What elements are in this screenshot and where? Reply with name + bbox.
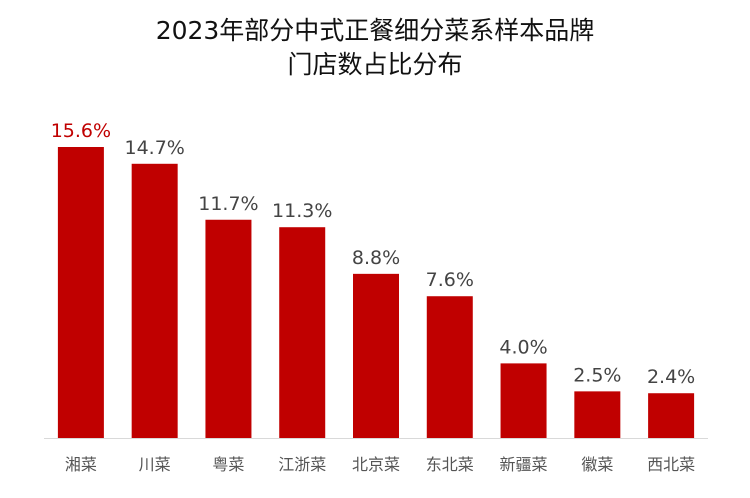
- bar-5: [426, 296, 473, 438]
- chart-title-line-1: 2023年部分中式正餐细分菜系样本品牌: [155, 16, 595, 45]
- x-tick-label-5: 东北菜: [426, 455, 474, 474]
- x-tick-label-7: 徽菜: [581, 455, 613, 474]
- x-tick-label-8: 西北菜: [647, 455, 695, 474]
- bar-2: [205, 219, 252, 438]
- bar-4: [353, 273, 399, 438]
- data-label-3: 11.3%: [272, 200, 332, 222]
- x-tick-label-0: 湘菜: [65, 455, 97, 474]
- data-label-0: 15.6%: [51, 120, 111, 142]
- chart-title-line-2: 门店数占比分布: [287, 50, 463, 79]
- chart-title: 2023年部分中式正餐细分菜系样本品牌 门店数占比分布: [0, 14, 750, 82]
- data-label-5: 7.6%: [426, 269, 474, 291]
- x-tick-label-2: 粤菜: [212, 455, 244, 474]
- bar-6: [500, 363, 547, 438]
- bar-8: [648, 393, 695, 438]
- x-tick-label-3: 江浙菜: [278, 455, 326, 474]
- bar-1: [131, 163, 178, 439]
- x-tick-label-6: 新疆菜: [500, 455, 548, 474]
- data-label-4: 8.8%: [352, 247, 400, 269]
- data-label-6: 4.0%: [499, 336, 547, 358]
- bar-0: [57, 147, 104, 438]
- x-tick-label-1: 川菜: [139, 455, 171, 474]
- data-label-8: 2.4%: [647, 366, 695, 388]
- x-tick-label-4: 北京菜: [352, 455, 400, 474]
- bar-3: [279, 227, 326, 438]
- bar-7: [574, 391, 621, 438]
- data-label-1: 14.7%: [124, 137, 184, 159]
- data-label-7: 2.5%: [573, 364, 621, 386]
- data-label-2: 11.7%: [198, 193, 258, 215]
